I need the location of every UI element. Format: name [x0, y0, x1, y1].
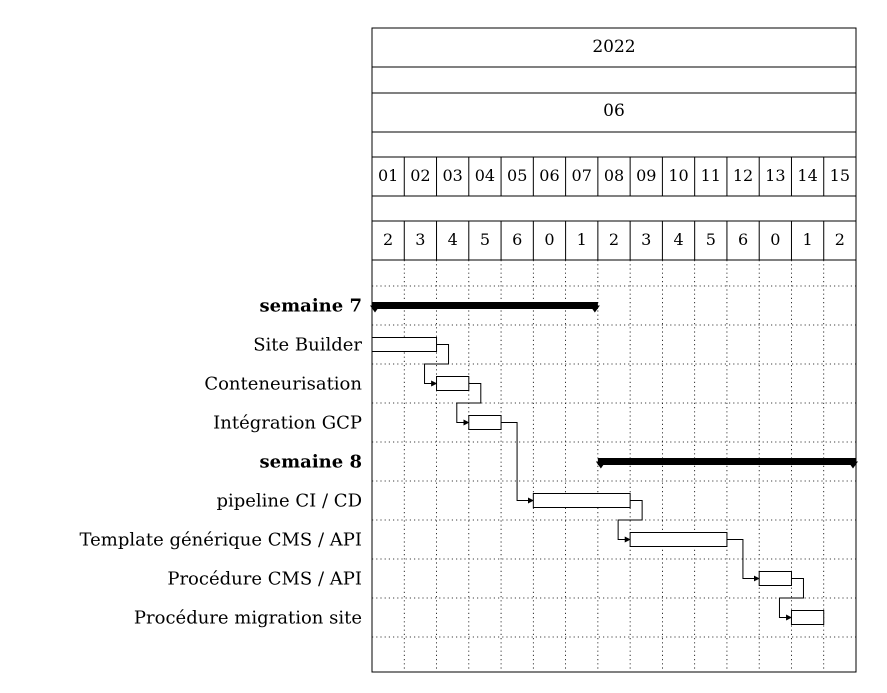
group-label: semaine 7: [260, 296, 362, 317]
group-bar-end-cap: [848, 461, 858, 469]
day-label: 09: [636, 166, 656, 185]
weekday-label: 3: [641, 230, 651, 249]
day-label: 02: [410, 166, 430, 185]
group-bar-end-cap: [589, 305, 600, 313]
task-bar: [436, 376, 470, 391]
group-label: semaine 8: [260, 452, 362, 473]
group-bar: [372, 302, 598, 309]
weekday-label: 2: [835, 230, 845, 249]
weekday-label: 6: [738, 230, 748, 249]
task-label: Intégration GCP: [213, 413, 362, 434]
task-label: pipeline CI / CD: [216, 491, 362, 512]
group-bar-start-cap: [595, 461, 606, 469]
day-label: 15: [830, 166, 850, 185]
day-label: 05: [507, 166, 527, 185]
weekday-label: 0: [544, 230, 554, 249]
task-label: Template générique CMS / API: [80, 530, 362, 551]
task-bar: [371, 337, 438, 352]
day-label: 08: [604, 166, 624, 185]
weekday-label: 5: [706, 230, 716, 249]
day-label: 07: [572, 166, 592, 185]
task-bar: [758, 571, 792, 586]
dependency-arrow: [501, 422, 534, 504]
group-bar: [597, 458, 856, 465]
calendar-header: 2022 06 01 02 03 04 05 06 07 08 09 10 11 12 13 14 15 2…: [378, 37, 850, 249]
task-bar: [532, 493, 631, 508]
weekday-label: 3: [415, 230, 425, 249]
weekday-label: 4: [448, 230, 458, 249]
dependency-arrow: [456, 383, 482, 426]
chart-grid: [371, 27, 857, 673]
row-labels: semaine 7 Site Builder Conteneurisation Int…: [80, 296, 363, 629]
day-label: 06: [539, 166, 559, 185]
weekday-label: 5: [480, 230, 490, 249]
task-label: Procédure CMS / API: [167, 569, 362, 590]
dependency-links: [424, 344, 804, 621]
task-bar: [790, 610, 825, 625]
task-bar: [468, 415, 502, 430]
day-label: 14: [797, 166, 817, 185]
weekday-labels: 2 3 4 5 6 0 1 2 3 4 5 6 0 1 2: [383, 230, 845, 249]
task-bar: [629, 532, 728, 547]
weekday-label: 2: [383, 230, 393, 249]
weekday-label: 1: [803, 230, 813, 249]
dependency-arrow: [617, 500, 643, 543]
year-label: 2022: [592, 37, 635, 57]
day-label: 10: [668, 166, 688, 185]
weekday-label: 1: [577, 230, 587, 249]
task-bars: [370, 302, 858, 625]
dependency-arrow: [726, 539, 760, 582]
task-label: Site Builder: [253, 335, 362, 356]
weekday-label: 2: [609, 230, 619, 249]
day-label: 11: [701, 166, 721, 185]
task-label: Conteneurisation: [204, 374, 362, 395]
month-label: 06: [603, 101, 625, 121]
day-labels: 01 02 03 04 05 06 07 08 09 10 11 12 13 14 15: [378, 166, 850, 185]
day-label: 12: [733, 166, 753, 185]
day-label: 13: [765, 166, 785, 185]
weekday-label: 6: [512, 230, 522, 249]
dependency-arrow: [424, 344, 450, 387]
day-label: 03: [442, 166, 462, 185]
dependency-arrow: [778, 578, 804, 621]
group-bar-start-cap: [370, 305, 380, 313]
day-label: 04: [475, 166, 495, 185]
task-label: Procédure migration site: [134, 608, 362, 629]
day-label: 01: [378, 166, 398, 185]
weekday-label: 0: [770, 230, 780, 249]
weekday-label: 4: [673, 230, 683, 249]
